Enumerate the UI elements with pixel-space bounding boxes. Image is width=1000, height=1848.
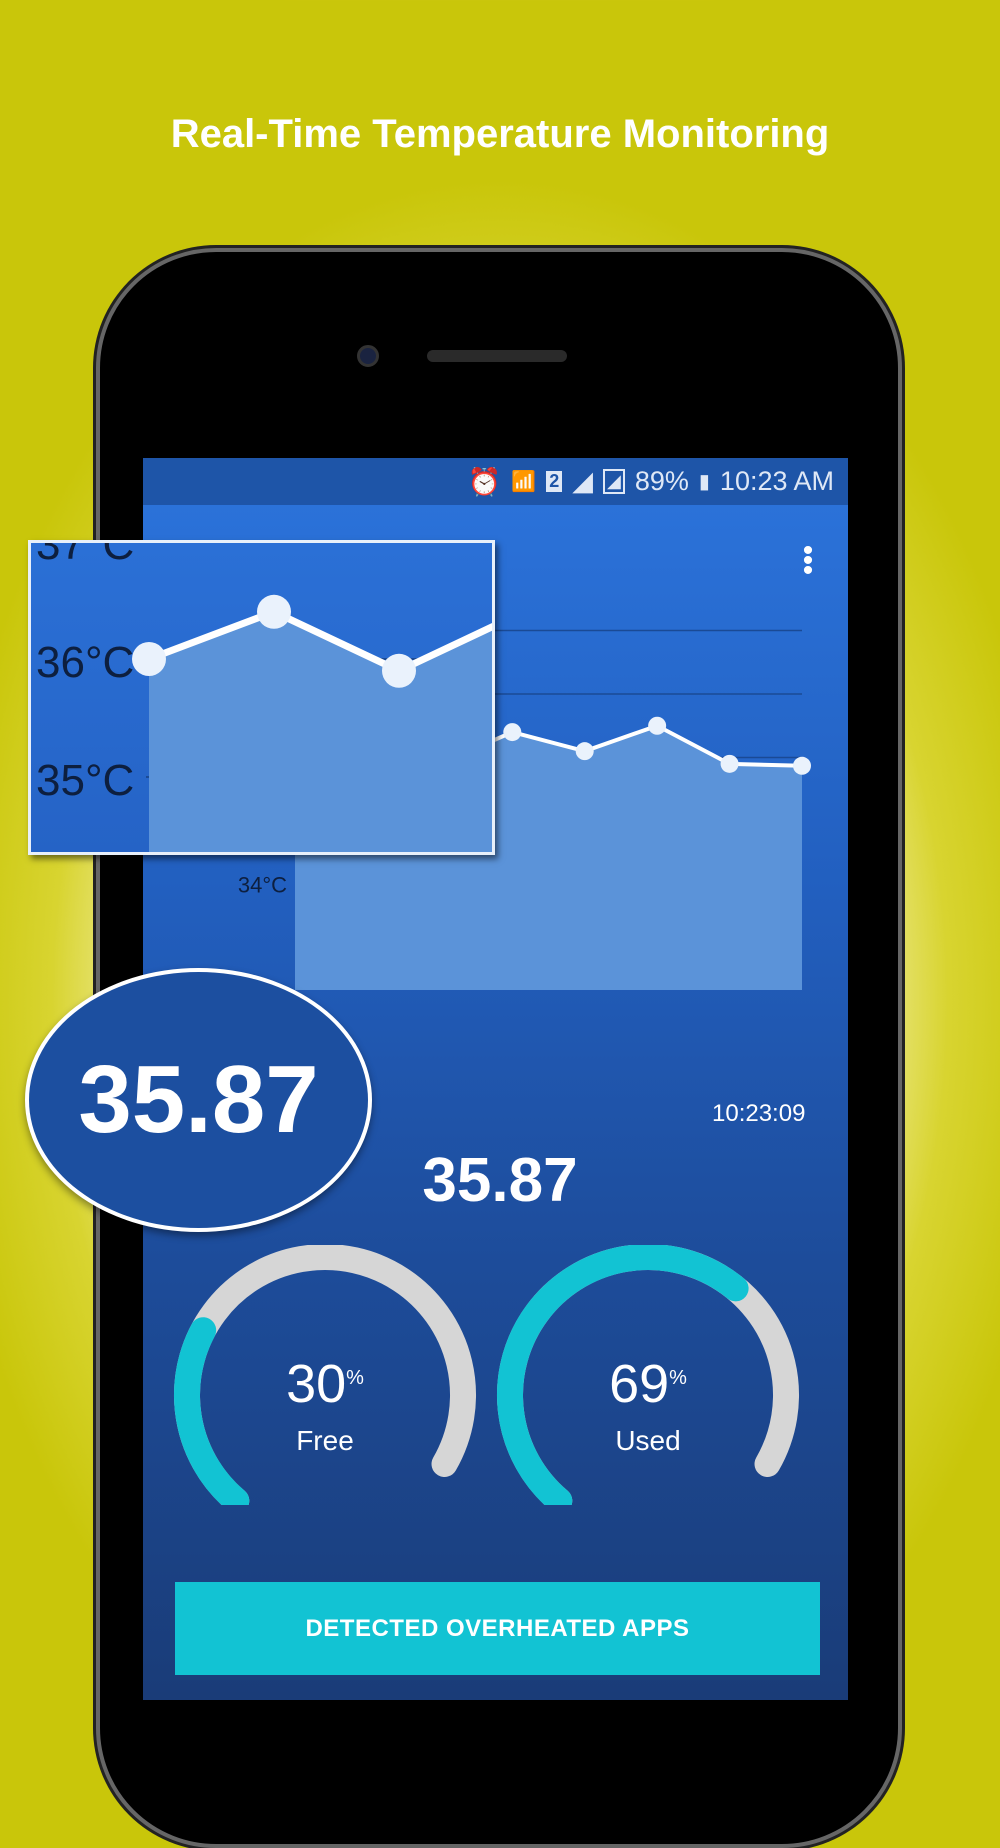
inset-chart: 37°C 36°C 35°C — [36, 543, 492, 852]
wifi-icon: 📶 — [511, 471, 537, 493]
detect-overheated-apps-button[interactable]: DETECTED OVERHEATED APPS — [175, 1582, 820, 1675]
more-vert-icon[interactable]: • • • — [802, 534, 814, 587]
y-tick-label: 36°C — [36, 638, 134, 687]
free-label: Free — [296, 1425, 354, 1456]
status-time: 10:23 AM — [719, 466, 834, 496]
series-line — [147, 608, 492, 675]
status-bar: ⏰ 📶 2 ◢ ◢ 89% ▮ 10:23 AM — [143, 458, 848, 505]
gauge-fill — [497, 1244, 749, 1514]
headline: Real-Time Temperature Monitoring — [170, 112, 830, 156]
speaker-grille — [427, 350, 567, 362]
signal-icon: ◢ — [603, 469, 625, 494]
data-point — [503, 723, 522, 742]
y-tick-label: 34°C — [238, 873, 287, 898]
data-point — [793, 756, 811, 775]
y-tick-label: 35°C — [36, 756, 134, 805]
battery-level: 89% — [634, 466, 689, 496]
chart-zoom-inset: 37°C 36°C 35°C — [28, 540, 495, 855]
data-point — [132, 642, 166, 676]
used-gauge-arc — [497, 1244, 799, 1514]
data-point — [257, 594, 291, 629]
data-point — [575, 742, 594, 761]
data-point — [382, 653, 416, 688]
alarm-icon: ⏰ — [467, 466, 502, 497]
free-gauge: 30% Free — [165, 1244, 485, 1514]
free-value: 30% — [286, 1354, 364, 1414]
chart-time-label: 10:23:09 — [712, 1100, 806, 1127]
used-label: Used — [615, 1425, 681, 1456]
sim-2-icon: 2 — [546, 471, 563, 492]
used-value: 69% — [609, 1354, 687, 1414]
camera-icon — [357, 345, 379, 367]
temperature-callout: 35.87 — [25, 968, 372, 1232]
signal-icon: ◢ — [572, 466, 594, 496]
data-point — [648, 716, 667, 735]
data-point — [720, 754, 739, 773]
current-temperature: 35.87 — [422, 1146, 578, 1215]
free-gauge-arc — [174, 1244, 476, 1514]
battery-charging-icon: ▮ — [698, 471, 710, 493]
gauge-fill — [174, 1317, 250, 1514]
used-gauge: 69% Used — [488, 1244, 808, 1514]
y-tick-label: 37°C — [36, 543, 134, 569]
